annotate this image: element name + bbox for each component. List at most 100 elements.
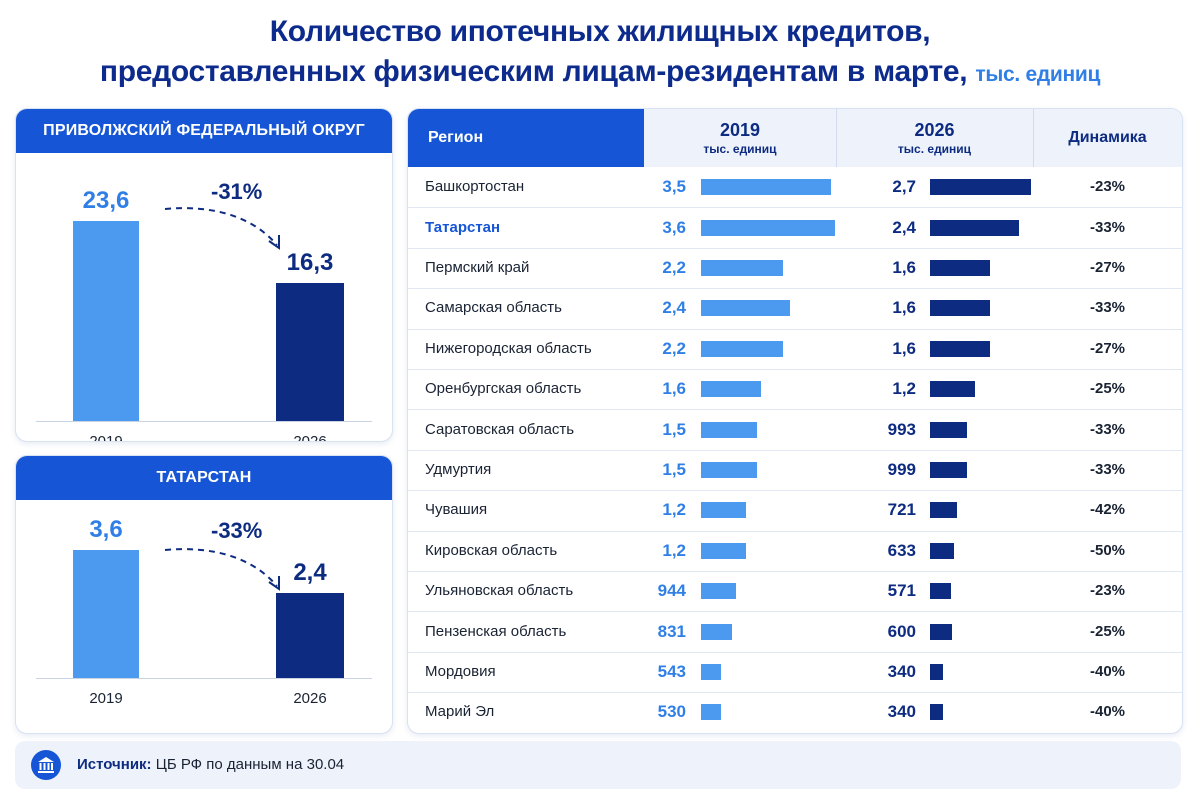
value-2026: 1,2	[892, 379, 916, 399]
dynamics-value: -33%	[1089, 299, 1126, 317]
region-name: Самарская область	[425, 299, 562, 317]
bar-2019	[701, 583, 737, 600]
dynamics-value: -50%	[1089, 541, 1126, 559]
header-region: Регион	[408, 109, 644, 167]
table-row: Ульяновская область 944 571 -23%	[408, 571, 1182, 611]
panel-volga-year-2026: 2026	[293, 433, 327, 442]
header-dynamics: Динамика	[1068, 129, 1147, 146]
panel-tatarstan-change: -33%	[211, 518, 263, 543]
region-name: Саратовская область	[425, 420, 575, 438]
value-2026: 1,6	[892, 257, 916, 277]
row-divider	[408, 530, 1182, 532]
title-line-1: Количество ипотечных жилищных кредитов,	[269, 15, 931, 48]
row-divider	[408, 207, 1182, 209]
value-2019: 2,2	[662, 257, 686, 277]
table-row: Пензенская область 831 600 -25%	[408, 611, 1182, 651]
region-name: Ульяновская область	[425, 582, 574, 600]
panel-tatarstan-heading: ТАТАРСТАН	[16, 456, 392, 500]
table-row: Башкортостан 3,5 2,7 -23%	[408, 167, 1182, 207]
panel-tatarstan-chart: 3,6 2,4 -33% 2019 2026	[16, 500, 392, 733]
table-row: Саратовская область 1,5 993 -33%	[408, 409, 1182, 449]
region-name: Пензенская область	[425, 622, 567, 640]
dynamics-value: -23%	[1089, 582, 1126, 600]
value-2026: 340	[887, 702, 916, 722]
bar-2019	[701, 502, 746, 519]
row-divider	[408, 328, 1182, 330]
table-header: Регион 2019 тыс. единиц 2026 тыс. единиц…	[408, 109, 1182, 167]
region-name: Марий Эл	[425, 703, 495, 721]
bar-2019	[701, 381, 761, 398]
region-name: Татарстан	[425, 218, 501, 236]
row-divider	[408, 409, 1182, 411]
page-title: Количество ипотечных жилищных кредитов, …	[0, 12, 1200, 95]
bar-2026	[930, 623, 953, 640]
bar-2019	[701, 461, 757, 478]
table-row: Марий Эл 530 340 -40%	[408, 692, 1182, 732]
bar-2019	[701, 300, 791, 317]
value-2026: 1,6	[892, 298, 916, 318]
value-2019: 831	[657, 621, 686, 641]
source-text: Источник: ЦБ РФ по данным на 30.04	[77, 741, 344, 789]
table-row: Нижегородская область 2,2 1,6 -27%	[408, 328, 1182, 369]
panel-volga-baseline	[36, 421, 372, 422]
bar-2019	[701, 259, 783, 276]
bar-2019	[701, 623, 732, 640]
dynamics-value: -27%	[1089, 339, 1126, 357]
dynamics-value: -25%	[1089, 380, 1126, 398]
dynamics-value: -33%	[1089, 420, 1126, 438]
value-2026: 600	[887, 621, 916, 641]
row-divider	[408, 692, 1182, 694]
region-name: Кировская область	[425, 541, 558, 559]
header-2019-unit: тыс. единиц	[703, 142, 777, 156]
header-2026-unit: тыс. единиц	[897, 142, 972, 156]
panel-tatarstan-bar-2026	[276, 592, 344, 678]
dynamics-value: -27%	[1089, 258, 1126, 276]
bar-2026	[930, 381, 975, 398]
value-2026: 721	[887, 500, 916, 520]
table-row: Самарская область 2,4 1,6 -33%	[408, 288, 1182, 328]
title-line-2: предоставленных физическим лицам-резиден…	[0, 52, 1200, 95]
value-2026: 1,6	[892, 338, 916, 358]
panel-volga-change: -31%	[211, 179, 263, 204]
panel-tatarstan: ТАТАРСТАН 3,6 2,4 -33% 2019 2026	[15, 455, 393, 734]
region-name: Удмуртия	[425, 460, 492, 478]
panel-tatarstan-value-2019: 3,6	[89, 516, 123, 543]
panel-tatarstan-value-2026: 2,4	[293, 558, 327, 586]
bar-2026	[930, 461, 968, 478]
panel-volga-bar-2019	[73, 221, 139, 421]
dynamics-value: -40%	[1089, 662, 1126, 680]
value-2026: 999	[887, 459, 916, 479]
value-2026: 993	[887, 419, 916, 439]
panel-volga-chart: 23,6 16,3 -31% 2019 2026	[16, 153, 392, 441]
value-2026: 2,7	[892, 177, 916, 197]
dynamics-value: -25%	[1089, 622, 1126, 640]
dynamics-value: -42%	[1089, 501, 1126, 519]
value-2019: 944	[657, 581, 686, 601]
bar-2019	[701, 179, 832, 196]
header-2026-year: 2026	[914, 120, 955, 140]
panel-tatarstan-arrow-icon	[164, 548, 280, 591]
row-divider	[408, 571, 1182, 572]
header-2026: 2026 тыс. единиц	[836, 119, 1033, 157]
dynamics-value: -33%	[1089, 218, 1126, 236]
table-row: Оренбургская область 1,6 1,2 -25%	[408, 369, 1182, 409]
source-value: ЦБ РФ по данным на 30.04	[155, 756, 345, 773]
dynamics-value: -23%	[1089, 178, 1126, 196]
dynamics-value: -33%	[1089, 460, 1126, 478]
bar-2026	[930, 502, 957, 519]
bar-2026	[930, 583, 952, 600]
panel-tatarstan-year-2026: 2026	[293, 690, 327, 707]
header-divider	[1033, 109, 1034, 167]
value-2019: 1,2	[662, 540, 686, 560]
value-2019: 1,5	[662, 419, 686, 439]
value-2019: 2,2	[662, 338, 686, 358]
table-row: Пермский край 2,2 1,6 -27%	[408, 247, 1182, 288]
regions-table: Регион 2019 тыс. единиц 2026 тыс. единиц…	[407, 108, 1183, 734]
region-name: Чувашия	[425, 501, 488, 519]
dynamics-value: -40%	[1089, 703, 1126, 721]
row-divider	[408, 449, 1182, 451]
table-row: Удмуртия 1,5 999 -33%	[408, 449, 1182, 490]
panel-volga-value-2019: 23,6	[82, 187, 130, 214]
bar-2026	[930, 259, 990, 276]
table-row: Мордовия 543 340 -40%	[408, 651, 1182, 692]
